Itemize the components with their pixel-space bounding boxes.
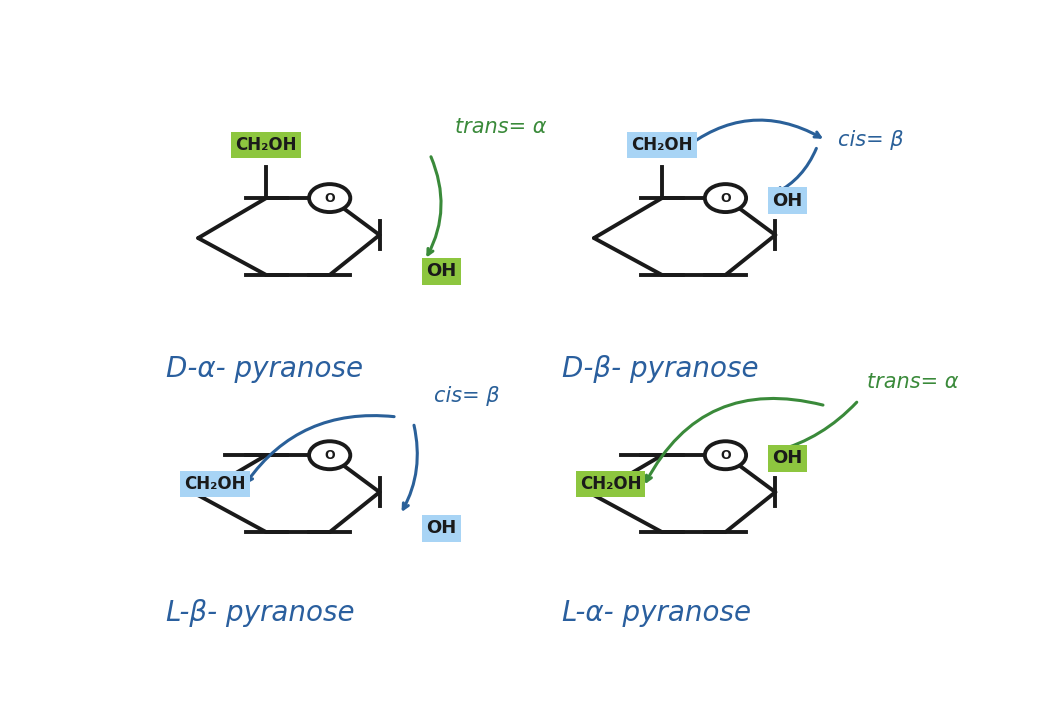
Text: L-β- pyranose: L-β- pyranose: [166, 599, 354, 627]
Text: OH: OH: [772, 449, 802, 467]
Text: cis= β: cis= β: [434, 386, 500, 406]
Text: CH₂OH: CH₂OH: [184, 475, 246, 493]
Text: O: O: [325, 192, 335, 205]
Text: trans= α: trans= α: [867, 372, 959, 392]
Text: OH: OH: [772, 192, 802, 210]
Text: OH: OH: [427, 262, 456, 280]
Text: D-α- pyranose: D-α- pyranose: [166, 356, 363, 383]
Text: CH₂OH: CH₂OH: [235, 136, 297, 154]
Text: O: O: [720, 449, 731, 462]
Text: L-α- pyranose: L-α- pyranose: [562, 599, 751, 627]
Circle shape: [309, 184, 350, 212]
Text: OH: OH: [427, 520, 456, 537]
Text: O: O: [325, 449, 335, 462]
Text: CH₂OH: CH₂OH: [580, 475, 642, 493]
Circle shape: [309, 441, 350, 469]
Circle shape: [704, 441, 746, 469]
Text: CH₂OH: CH₂OH: [631, 136, 693, 154]
Text: D-β- pyranose: D-β- pyranose: [562, 356, 759, 383]
Text: O: O: [720, 192, 731, 205]
Text: cis= β: cis= β: [838, 130, 903, 150]
Text: trans= α: trans= α: [454, 118, 546, 137]
Circle shape: [704, 184, 746, 212]
